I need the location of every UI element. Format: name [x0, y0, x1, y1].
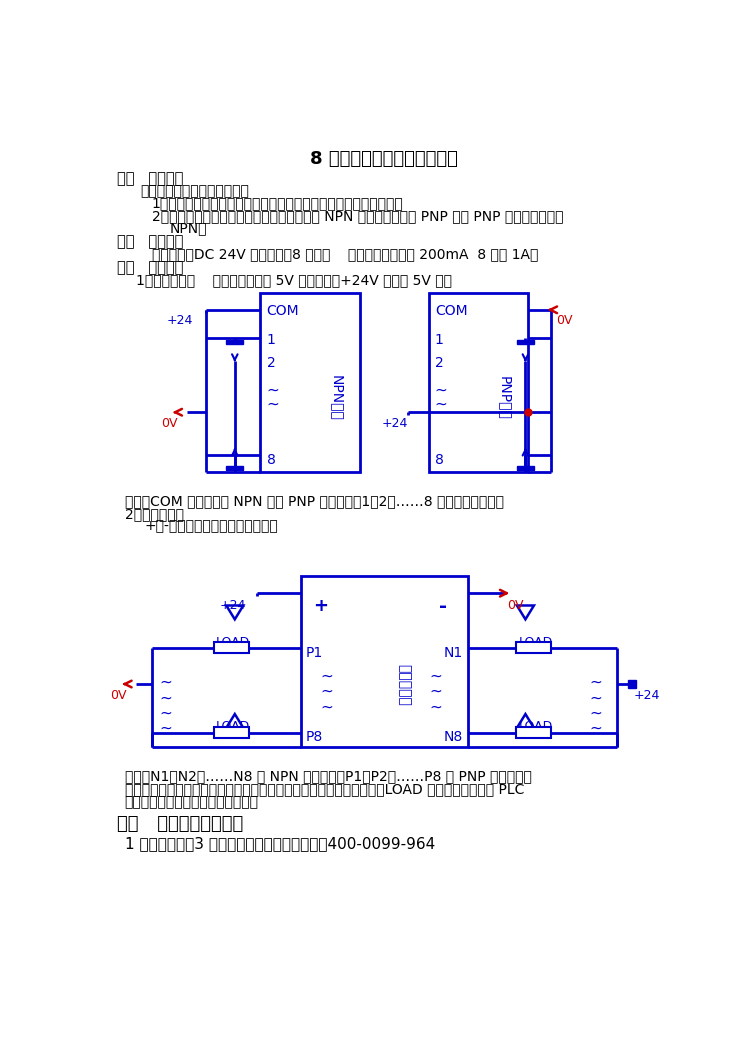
Text: 图标签字组: 图标签字组	[397, 664, 411, 706]
Text: ~: ~	[590, 675, 602, 690]
Text: +24: +24	[219, 598, 246, 611]
Text: P1: P1	[305, 645, 322, 660]
Text: 输出接口不能直接接到电源正负极，否则会引起输出短路，损坏产品。LOAD 表示负载，可以是 PLC: 输出接口不能直接接到电源正负极，否则会引起输出短路，损坏产品。LOAD 表示负载…	[124, 782, 524, 796]
Text: ~: ~	[590, 721, 602, 736]
Text: ~: ~	[321, 668, 334, 683]
Text: ~: ~	[266, 382, 279, 397]
Text: ~: ~	[429, 668, 442, 683]
Text: P8: P8	[305, 730, 322, 744]
Text: LOAD: LOAD	[518, 636, 553, 648]
Text: 二、   规格型号: 二、 规格型号	[117, 234, 183, 249]
Bar	[516, 727, 551, 738]
Text: N8: N8	[443, 730, 463, 744]
Text: ~: ~	[266, 397, 279, 412]
Text: ~: ~	[590, 706, 602, 720]
Text: ~: ~	[429, 684, 442, 699]
Text: LOAD: LOAD	[518, 720, 553, 733]
Text: 1 个月内包换，3 年保修。全国统一售后热线：400-0099-964: 1 个月内包换，3 年保修。全国统一售后热线：400-0099-964	[124, 836, 435, 852]
Text: 2: 2	[435, 356, 443, 370]
Text: 1: 1	[435, 333, 444, 347]
Bar	[226, 466, 243, 470]
Text: +24: +24	[381, 417, 408, 430]
Text: 0V: 0V	[556, 314, 572, 328]
Bar	[260, 293, 359, 472]
Text: ~: ~	[321, 684, 334, 699]
Text: NPN输入: NPN输入	[329, 375, 344, 420]
Text: COM: COM	[266, 305, 299, 318]
Text: ~: ~	[321, 699, 334, 714]
Text: ~: ~	[160, 675, 172, 690]
Text: ~: ~	[429, 699, 442, 714]
Text: 0V: 0V	[508, 598, 524, 611]
Text: 8 通道光耦隔离板使用说明书: 8 通道光耦隔离板使用说明书	[310, 151, 458, 169]
Text: PNP输入: PNP输入	[497, 376, 512, 419]
Text: 四、   售后及技术支持：: 四、 售后及技术支持：	[117, 815, 243, 833]
Text: ~: ~	[435, 397, 448, 412]
Text: +24: +24	[634, 690, 660, 702]
Text: ~: ~	[160, 721, 172, 736]
Text: ~: ~	[435, 382, 448, 397]
Text: 2、输出接线图: 2、输出接线图	[124, 507, 184, 521]
Bar	[214, 727, 249, 738]
Text: 说明：N1、N2、……N8 为 NPN 输出接口，P1、P2、……P8 为 PNP 输出接口。: 说明：N1、N2、……N8 为 NPN 输出接口，P1、P2、……P8 为 PN…	[124, 769, 532, 783]
Text: +24: +24	[166, 314, 193, 328]
Text: +: +	[313, 597, 328, 615]
Bar	[516, 643, 551, 654]
Text: 8: 8	[266, 453, 275, 467]
Text: ~: ~	[160, 691, 172, 706]
Text: 0V: 0V	[161, 417, 178, 430]
Text: 的输入接口、继电器及电磁阀等等。: 的输入接口、继电器及电磁阀等等。	[124, 795, 259, 808]
Text: 1、输入接线图    如果输入电压为 5V 规格，请将+24V 更改为 5V 正极: 1、输入接线图 如果输入电压为 5V 规格，请将+24V 更改为 5V 正极	[136, 274, 452, 288]
Text: 1: 1	[266, 333, 275, 347]
Text: -: -	[439, 597, 447, 616]
Text: 三、   接线说明: 三、 接线说明	[117, 261, 183, 276]
Bar	[517, 466, 534, 470]
Bar	[428, 293, 528, 472]
Text: LOAD: LOAD	[216, 636, 250, 648]
Text: 1、对数字量信号进行光电隔离。例如，机台之间的数字信号通信；: 1、对数字量信号进行光电隔离。例如，机台之间的数字信号通信；	[152, 196, 404, 211]
Text: 说明：COM 端用于选择 NPN 还是 PNP 输入模式。1、2、……8 为信号输入接口。: 说明：COM 端用于选择 NPN 还是 PNP 输入模式。1、2、……8 为信号…	[124, 493, 504, 508]
Text: 一、   功能介绍: 一、 功能介绍	[117, 171, 183, 187]
Text: 本产品适用于以下两种场合：: 本产品适用于以下两种场合：	[140, 185, 249, 198]
Text: ~: ~	[160, 706, 172, 720]
Text: 2、对数字量信号的极性进行转换。例如，将 NPN 型输出接口转为 PNP 或将 PNP 型输出接口转为: 2、对数字量信号的极性进行转换。例如，将 NPN 型输出接口转为 PNP 或将 …	[152, 209, 563, 223]
Text: 0V: 0V	[110, 690, 127, 702]
Bar	[517, 340, 534, 344]
Bar	[302, 576, 468, 747]
Text: NPN。: NPN。	[170, 222, 207, 236]
Text: N1: N1	[443, 645, 463, 660]
Text: 工作电源：DC 24V ；通道数：8 通道；    驱动电流：单通道 200mA  8 通道 1A；: 工作电源：DC 24V ；通道数：8 通道； 驱动电流：单通道 200mA 8 …	[152, 247, 538, 261]
Text: +、-接口必须接上电源才能工作。: +、-接口必须接上电源才能工作。	[144, 519, 278, 534]
Text: 8: 8	[435, 453, 444, 467]
Text: LOAD: LOAD	[216, 720, 250, 733]
Text: 2: 2	[266, 356, 275, 370]
Text: ~: ~	[590, 691, 602, 706]
Bar	[214, 643, 249, 654]
Text: COM: COM	[435, 305, 467, 318]
Bar	[226, 340, 243, 344]
